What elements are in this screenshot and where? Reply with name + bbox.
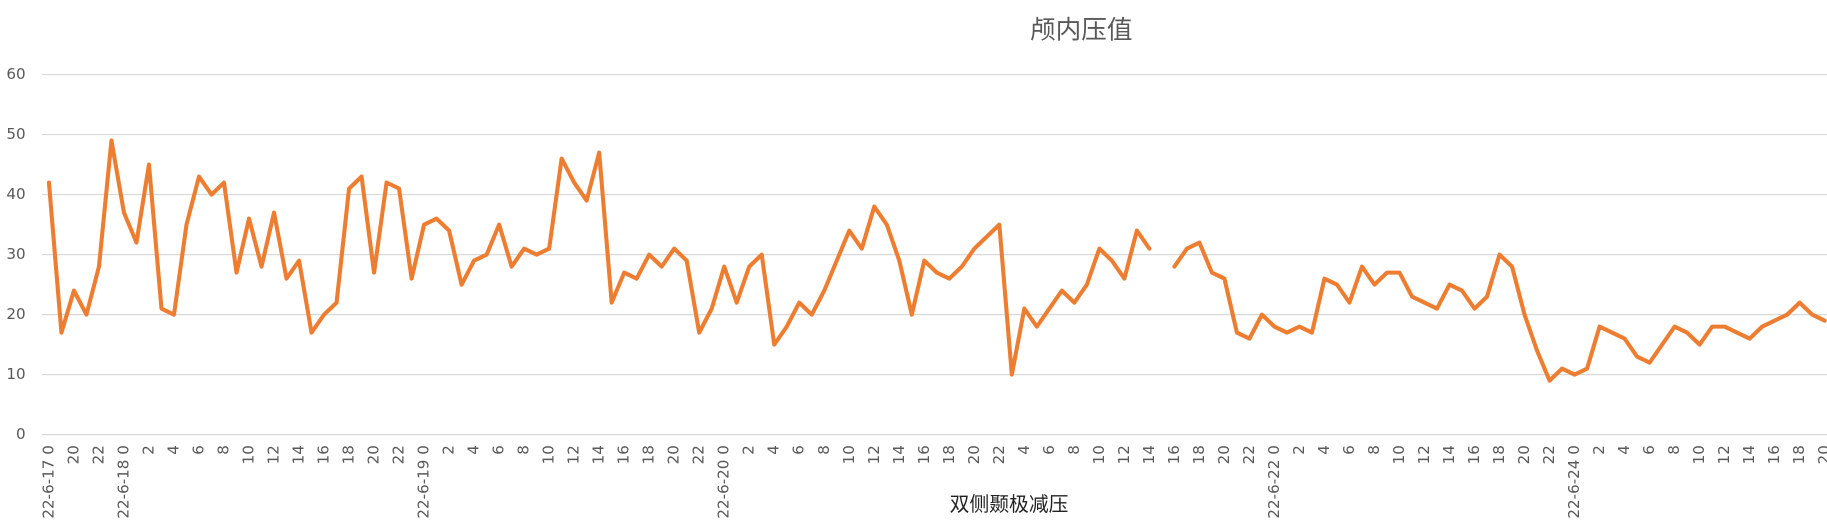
x-tick-label: 6	[790, 445, 808, 455]
x-tick-label: 12	[265, 445, 283, 464]
x-tick-label: 14	[890, 445, 908, 464]
x-tick-label: 20	[1215, 445, 1233, 464]
x-tick-label: 16	[1765, 445, 1783, 464]
x-tick-label: 10	[1390, 445, 1408, 464]
x-tick-label: 2	[139, 445, 157, 455]
x-tick-label: 8	[215, 445, 233, 455]
x-tick-label: 4	[164, 445, 182, 455]
chart-title: 颅内压值	[1030, 15, 1132, 45]
x-tick-label: 22	[390, 445, 408, 464]
x-tick-label: 22	[1540, 445, 1558, 464]
x-tick-label: 18	[340, 445, 358, 464]
x-tick-label: 10	[1690, 445, 1708, 464]
x-tick-label: 8	[1665, 445, 1683, 455]
x-tick-label: 16	[615, 445, 633, 464]
x-tick-label: 20	[1815, 445, 1827, 464]
x-tick-label: 18	[1490, 445, 1508, 464]
x-tick-label: 2	[1290, 445, 1308, 455]
x-tick-label: 22	[1240, 445, 1258, 464]
x-tick-label: 18	[1190, 445, 1208, 464]
x-tick-label: 2	[440, 445, 458, 455]
x-tick-label: 10	[240, 445, 258, 464]
x-tick-label: 16	[1165, 445, 1183, 464]
x-tick-label: 22-6-24 0	[1565, 445, 1583, 518]
x-tick-label: 6	[1340, 445, 1358, 455]
x-tick-label: 4	[465, 445, 483, 455]
x-tick-label: 18	[640, 445, 658, 464]
x-tick-label: 4	[1615, 445, 1633, 455]
x-tick-label: 12	[565, 445, 583, 464]
x-tick-label: 4	[1015, 445, 1033, 455]
x-tick-label: 4	[1315, 445, 1333, 455]
x-tick-label: 6	[1640, 445, 1658, 455]
x-tick-label: 14	[1140, 445, 1158, 464]
x-tick-label: 22-6-22 0	[1265, 445, 1283, 518]
y-tick-label: 50	[6, 125, 25, 143]
x-tick-label: 12	[1415, 445, 1433, 464]
x-tick-label: 20	[1515, 445, 1533, 464]
x-tick-label: 14	[590, 445, 608, 464]
x-tick-label: 12	[1115, 445, 1133, 464]
x-tick-label: 22	[89, 445, 107, 464]
x-tick-label: 20	[365, 445, 383, 464]
y-tick-label: 60	[6, 65, 25, 83]
line-series	[46, 138, 1827, 383]
x-tick-label: 10	[540, 445, 558, 464]
x-tick-label: 6	[490, 445, 508, 455]
x-tick-label: 20	[665, 445, 683, 464]
x-tick-label: 2	[740, 445, 758, 455]
x-tick-label: 22-6-17 0	[39, 445, 57, 518]
x-tick-label: 16	[915, 445, 933, 464]
x-tick-label: 8	[515, 445, 533, 455]
x-tick-label: 22-6-20 0	[715, 445, 733, 518]
x-tick-label: 6	[189, 445, 207, 455]
x-tick-label: 18	[1790, 445, 1808, 464]
x-tick-label: 12	[865, 445, 883, 464]
x-tick-label: 22-6-19 0	[415, 445, 433, 518]
x-tick-label: 16	[1465, 445, 1483, 464]
x-tick-label: 8	[1365, 445, 1383, 455]
x-tick-label: 8	[815, 445, 833, 455]
x-tick-label: 16	[315, 445, 333, 464]
y-tick-label: 40	[6, 185, 25, 203]
x-tick-label: 14	[1440, 445, 1458, 464]
x-tick-label: 20	[64, 445, 82, 464]
x-tick-label: 22	[690, 445, 708, 464]
x-tick-label: 22	[990, 445, 1008, 464]
y-tick-label: 0	[16, 425, 26, 443]
x-axis-title: 双侧颞极减压	[950, 493, 1069, 516]
y-tick-label: 20	[6, 305, 25, 323]
x-tick-label: 2	[1590, 445, 1608, 455]
y-tick-label: 30	[6, 245, 25, 263]
x-tick-label: 8	[1065, 445, 1083, 455]
x-tick-label: 22-6-18 0	[114, 445, 132, 518]
x-tick-label: 18	[940, 445, 958, 464]
x-tick-label: 14	[290, 445, 308, 464]
x-tick-label: 10	[1090, 445, 1108, 464]
x-tick-label: 20	[965, 445, 983, 464]
x-tick-label: 14	[1740, 445, 1758, 464]
x-tick-label: 6	[1040, 445, 1058, 455]
x-tick-label: 10	[840, 445, 858, 464]
y-tick-label: 10	[6, 365, 25, 383]
x-tick-label: 12	[1715, 445, 1733, 464]
x-tick-label: 4	[765, 445, 783, 455]
